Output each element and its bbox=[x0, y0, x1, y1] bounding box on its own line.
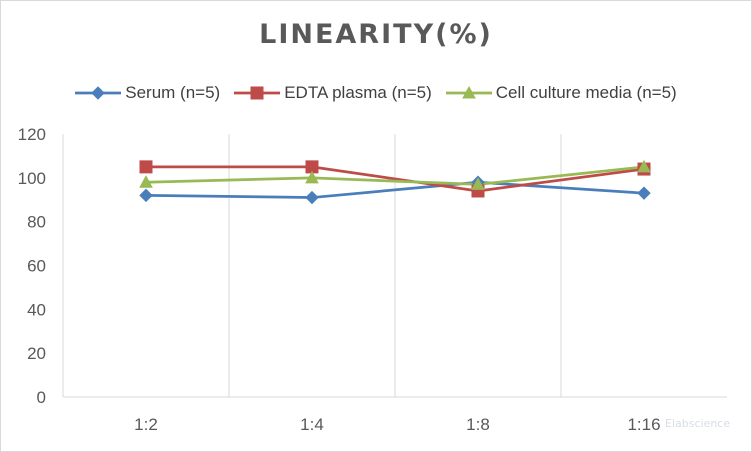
cell-culture-media-data-point bbox=[139, 175, 153, 188]
serum-data-point bbox=[139, 188, 153, 203]
legend-marker-shape bbox=[91, 86, 105, 100]
legend-label-serum: Serum (n=5) bbox=[125, 83, 221, 102]
legend-item-cell-culture-media: Cell culture media (n=5) bbox=[445, 83, 677, 103]
legend-label-cell-culture-media: Cell culture media (n=5) bbox=[495, 83, 677, 102]
serum-series-line bbox=[145, 180, 645, 199]
y-tick-label: 60 bbox=[27, 257, 46, 276]
watermark-logo: Elabscience bbox=[665, 417, 731, 430]
y-tick-label: 40 bbox=[27, 300, 46, 319]
edta-plasma-series-line bbox=[146, 165, 645, 193]
legend-marker-cell-culture-media bbox=[445, 85, 492, 99]
legend-item-serum: Serum (n=5) bbox=[75, 83, 220, 103]
legend-item-edta-plasma: EDTA plasma (n=5) bbox=[234, 83, 432, 103]
legend-marker-shape bbox=[461, 85, 476, 99]
x-tick-label: 1:2 bbox=[134, 415, 158, 434]
x-tick-label: 1:16 bbox=[627, 415, 660, 434]
y-tick-label: 100 bbox=[18, 169, 46, 188]
cell-culture-media-data-point bbox=[471, 177, 485, 190]
legend-marker-shape bbox=[250, 86, 264, 100]
x-tick-label: 1:4 bbox=[300, 415, 324, 434]
cell-culture-media-data-point bbox=[637, 159, 651, 173]
edta-plasma-data-point bbox=[139, 160, 153, 174]
legend-label-edta-plasma: EDTA plasma (n=5) bbox=[284, 83, 432, 102]
legend: Serum (n=5) EDTA plasma (n=5) Cell cultu… bbox=[1, 80, 751, 106]
serum-data-point bbox=[637, 186, 651, 200]
y-tick-label: 80 bbox=[27, 213, 46, 232]
y-tick-label: 0 bbox=[37, 388, 46, 407]
y-tick-label: 20 bbox=[27, 344, 46, 363]
serum-data-point bbox=[305, 190, 319, 205]
legend-marker-serum bbox=[75, 86, 122, 100]
cell-culture-media-series-line bbox=[145, 165, 645, 186]
legend-marker-edta-plasma bbox=[234, 86, 281, 100]
y-tick-label: 120 bbox=[18, 125, 46, 144]
cell-culture-media-data-point bbox=[305, 170, 319, 184]
chart-title: LINEARITY(%) bbox=[259, 19, 493, 50]
x-tick-label: 1:8 bbox=[466, 415, 490, 434]
